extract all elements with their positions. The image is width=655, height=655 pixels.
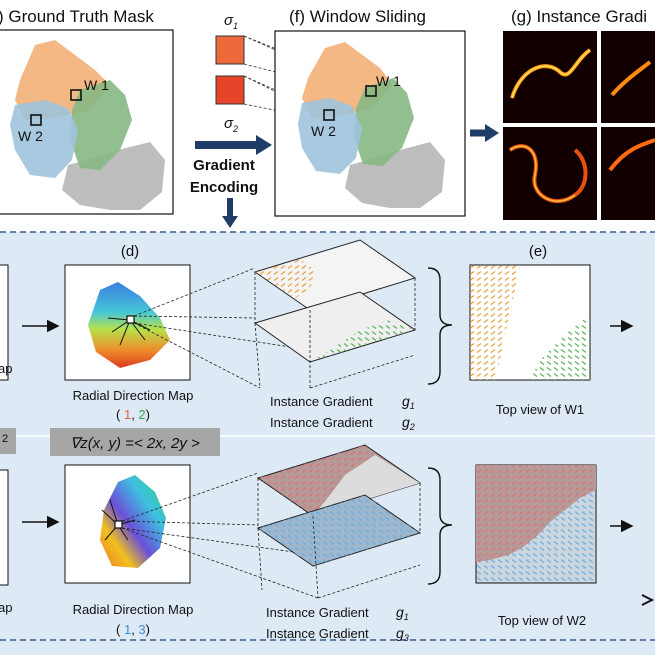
instance-gradient-title: (g) Instance Gradi [511,7,647,26]
row2-top-view-label: Top view of W2 [498,613,586,628]
arrow-down-encoding-head [222,216,238,228]
formula-left-cut-box [0,428,16,454]
row1-left-cut-label: ap [0,361,12,376]
gradient-encoding-line1: Gradient [193,157,255,174]
row1-radial-index: ( 1, 2) [116,407,150,422]
sigma2-kernel [215,75,245,105]
row-w2: ap Radial Direction Map ( 1, 3) [0,444,655,643]
row1-radial-label: Radial Direction Map [73,388,194,403]
w2-label: W 2 [18,128,43,144]
ws-window-w1 [365,85,377,97]
mask-gray [62,142,165,210]
row1-slab-bottom-gradient [310,320,415,362]
row2-slab-top-light [313,455,420,516]
window-w1-marker [70,89,82,101]
formula-box [50,428,220,456]
row-w1: ap Radial Direction Map ( 1, 2) [0,239,634,432]
gradient-encoding-line2: Encoding [190,179,258,196]
arrow-to-instance-gradient-head [485,124,499,142]
ws-mask-green [354,78,414,166]
row2-bracket [427,467,453,585]
row2-slab-top-gradient [258,445,375,516]
row1-inst-grad-b: Instance Gradient [270,415,373,430]
row1-inst-grad-a: Instance Gradient [270,394,373,409]
row2-left-cut-label: ap [0,600,12,615]
row2-g3: g3 [396,625,409,643]
heatmap-3-ridge-core [509,145,576,202]
window-sliding-panel: W 1 W 2 [274,30,466,217]
row1-left-cut-panel [0,264,9,381]
row1-slab-edges [254,272,416,389]
ws-w2-label: W 2 [311,123,336,139]
row2-slab-bottom-gradient [258,495,420,566]
mask-green [70,80,132,170]
ws-w1-label: W 1 [376,73,401,89]
mask-blue [10,100,78,178]
row2-radial-label: Radial Direction Map [73,602,194,617]
row1-g1: g1 [402,393,415,411]
window-sliding-title: (f) Window Sliding [289,7,426,26]
panel-label-e: (e) [529,243,547,260]
row2-left-cut-panel [0,469,9,586]
row2-radial-index: ( 1, 3) [116,622,150,637]
sigma1-sub: 1 [233,21,238,31]
instance-gradient-panel [503,31,655,220]
ground-truth-mask: W 1 W 2 [0,29,174,215]
row2-inst-grad-a: Instance Gradient [266,605,369,620]
heatmap-4-ridge [608,138,655,172]
row1-radial-map [88,282,170,368]
row2-slab-edges [257,478,421,599]
row1-projection-lines [133,267,311,389]
heatmap-1-ridge-core [511,49,591,99]
sigma2-label: σ [224,115,234,132]
sigma1-label: σ [224,12,234,29]
heatmap-2-ridge [610,60,652,97]
ws-window-w2 [323,109,335,121]
ws-mask-blue [298,98,362,174]
row2-top-view-gradient-b [476,490,596,583]
row2-g1: g1 [396,604,409,622]
row1-top-view-gradient-a [470,265,520,380]
formula-text: ∇z(x, y) =< 2x, 2y > [70,435,200,452]
row1-top-view-gradient-b [530,315,590,380]
row2-projection-lines [121,472,319,599]
heatmap-3 [503,127,597,220]
w1-label: W 1 [84,77,109,93]
row1-slab-top-gradient [255,259,315,298]
row2-cut-arrow [641,594,655,606]
row2-inst-grad-b: Instance Gradient [266,626,369,641]
heatmap-1 [503,31,597,123]
row2-window-marker [114,520,123,529]
row1-top-view-label: Top view of W1 [496,402,584,417]
sigma2-sub: 2 [232,124,238,134]
ws-mask-gray [345,142,445,208]
row1-window-marker [126,315,135,324]
ground-truth-title: ) Ground Truth Mask [0,7,154,26]
panel-label-d: (d) [121,243,139,260]
arrow-to-window-sliding-head [256,135,272,155]
row1-g2: g2 [402,414,415,432]
row2-top-view-gradient-a [476,465,596,562]
sigma1-kernel [215,35,245,65]
window-w2-marker [30,114,42,126]
formula-left-cut: 2 [2,433,8,445]
row1-bracket [427,267,453,385]
